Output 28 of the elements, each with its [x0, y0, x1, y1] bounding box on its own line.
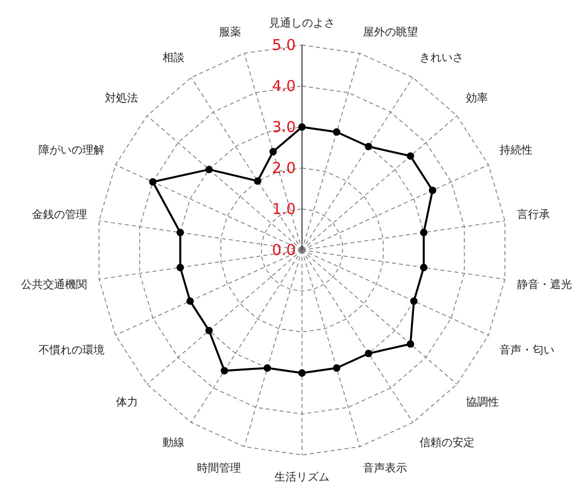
- y-tick-label: 2.0: [272, 159, 296, 177]
- spoke-label: 生活リズム: [274, 470, 330, 483]
- spoke-label: 時間管理: [196, 462, 241, 475]
- y-tick-label: 3.0: [272, 118, 296, 136]
- spoke-label: 金銭の管理: [32, 208, 87, 221]
- spoke-label: 信頼の安定: [419, 436, 474, 449]
- spoke-label: 見通しのよさ: [269, 16, 335, 30]
- spoke-label: 持続性: [500, 144, 533, 157]
- spoke-label: 動線: [162, 436, 185, 449]
- y-tick-label: 1.0: [272, 200, 296, 218]
- spoke-label: 障がいの理解: [38, 144, 104, 157]
- spoke-label: 音声表示: [363, 462, 408, 475]
- spoke-label: 協調性: [466, 395, 500, 408]
- spoke-label: 体力: [116, 395, 138, 408]
- spoke-label: 屋外の眺望: [363, 25, 418, 38]
- y-tick-label: 0.0: [272, 241, 296, 259]
- y-tick-label: 5.0: [272, 36, 296, 54]
- spoke-label: 不慣れの環境: [38, 343, 104, 356]
- spoke-label: 静音・遮光: [517, 278, 572, 292]
- spoke-label: 言行承: [517, 208, 550, 221]
- spoke-label: 効率: [466, 92, 488, 105]
- spoke-label: 服薬: [218, 25, 241, 38]
- spoke-label: 公共交通機関: [20, 278, 87, 292]
- y-tick-label: 4.0: [272, 77, 296, 95]
- spoke-label: 対処法: [104, 92, 138, 105]
- spoke-label: 相談: [162, 51, 185, 64]
- spoke-label: 音声・匂い: [500, 343, 555, 356]
- spoke-label: きれいさ: [419, 51, 464, 64]
